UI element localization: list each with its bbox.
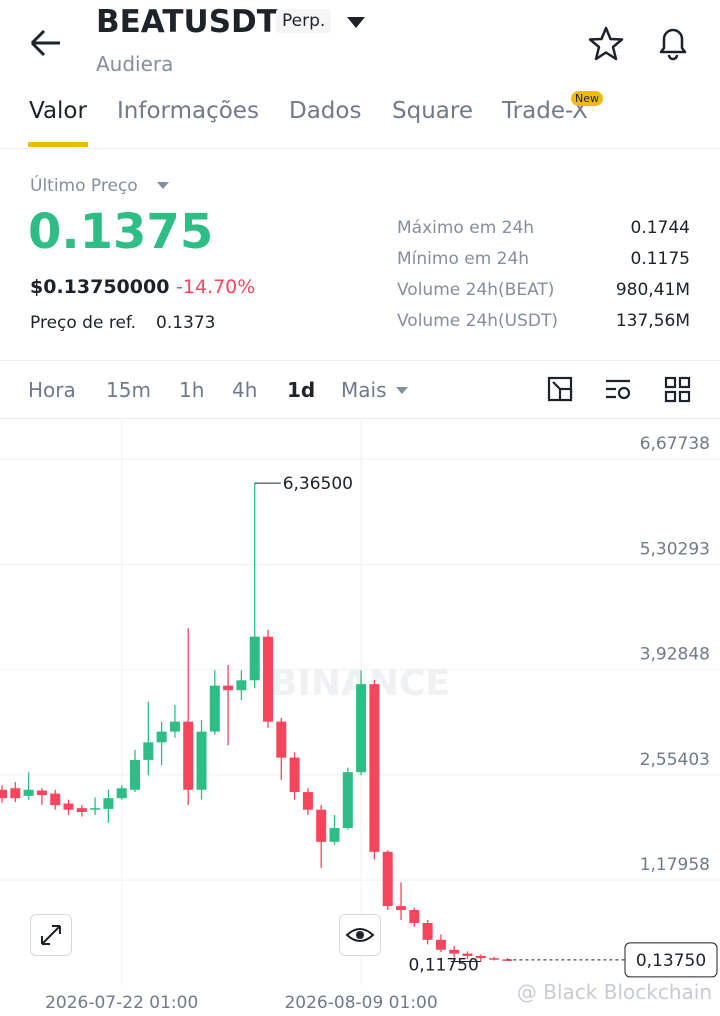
stat-value: 0.1175: [630, 249, 690, 269]
visibility-button[interactable]: [339, 914, 381, 956]
x-tick-label: 2026-08-09 01:00: [284, 993, 437, 1013]
candle-body: [0, 789, 7, 799]
candle-body: [356, 684, 367, 773]
stat-value: 0.1744: [630, 218, 690, 238]
ref-label: Preço de ref.: [30, 313, 137, 333]
stat-value: 137,56M: [615, 311, 690, 331]
candle-body: [302, 792, 313, 810]
x-tick-label: 2026-07-22 01:00: [45, 993, 198, 1013]
candle-body: [409, 909, 420, 923]
stat-label: Máximo em 24h: [397, 218, 535, 238]
candle-body: [169, 721, 180, 732]
candle-body: [475, 955, 486, 959]
ref-price: 0.1373: [156, 313, 216, 333]
tab-indicator: [28, 142, 88, 147]
tab[interactable]: Informações: [117, 98, 259, 124]
candle-body: [382, 851, 393, 907]
candle-body: [276, 721, 287, 758]
candle-body: [236, 680, 247, 691]
badge: Perp.: [276, 9, 332, 33]
stat-label: Mínimo em 24h: [397, 249, 530, 269]
timeframe[interactable]: 1h: [179, 378, 205, 402]
candle-body: [90, 808, 101, 810]
price-change: -14.70%: [176, 276, 256, 298]
tab[interactable]: Valor: [29, 98, 87, 124]
candle-body: [489, 958, 500, 960]
last-price-tag: [624, 942, 718, 978]
dropdown-icon[interactable]: [395, 386, 409, 396]
candle-body: [435, 939, 446, 950]
footer-watermark: @ Black Blockchain: [517, 980, 712, 1004]
back-button[interactable]: [28, 28, 64, 58]
last-price-label: 0,13750: [636, 951, 706, 971]
timeframe[interactable]: 1d: [287, 378, 316, 402]
candle-body: [183, 721, 194, 790]
favorite-icon[interactable]: [588, 26, 624, 62]
indicator-icon[interactable]: [604, 376, 634, 404]
candle-body: [249, 636, 260, 681]
candle-body: [329, 828, 340, 842]
candle-body: [342, 772, 353, 829]
high-label: 6,36500: [283, 474, 353, 494]
candle-body: [223, 685, 234, 691]
timeframe[interactable]: 15m: [106, 378, 151, 402]
chart-tool-icon[interactable]: [547, 376, 575, 404]
low-label: 0,11750: [408, 955, 478, 975]
candle-body: [196, 731, 207, 790]
stat-label: Volume 24h(BEAT): [397, 280, 555, 300]
symbol: BEATUSDT: [96, 4, 278, 40]
expand-button[interactable]: [30, 914, 72, 956]
candle-body: [316, 809, 327, 842]
candle-body: [130, 759, 140, 790]
candle-body: [369, 684, 380, 852]
divider: [0, 360, 720, 361]
candle-body: [263, 636, 273, 722]
y-tick-label: 6,67738: [640, 434, 710, 454]
timeframe[interactable]: 4h: [232, 378, 258, 402]
candle-body: [23, 789, 34, 796]
candle-body: [50, 793, 61, 806]
asset-name: Audiera: [96, 52, 174, 76]
last-price: 0.1375: [28, 204, 214, 260]
price-label: Último Preço: [30, 176, 138, 196]
candle-body: [10, 788, 21, 799]
candle-body: [156, 731, 167, 743]
layout-icon[interactable]: [664, 376, 692, 404]
divider: [0, 148, 720, 149]
candle-body: [396, 906, 406, 910]
y-tick-label: 1,17958: [640, 855, 710, 875]
candle-body: [449, 949, 460, 954]
candle-body: [422, 922, 433, 940]
tab[interactable]: Dados: [289, 98, 362, 124]
divider: [0, 418, 720, 419]
candle-body: [116, 788, 127, 799]
candle-body: [36, 790, 47, 796]
tab[interactable]: Square: [392, 98, 473, 124]
new-badge: New: [571, 91, 603, 106]
dropdown-icon[interactable]: [156, 181, 170, 191]
dropdown-icon[interactable]: [346, 16, 366, 30]
alert-icon[interactable]: [655, 24, 691, 62]
timeframe[interactable]: Mais: [341, 378, 387, 402]
candle-body: [103, 798, 114, 809]
y-tick-label: 2,55403: [640, 750, 710, 770]
candle-body: [76, 808, 87, 812]
y-tick-label: 3,92848: [640, 645, 710, 665]
usd-price: $0.13750000: [30, 276, 170, 298]
candle-body: [143, 742, 154, 760]
stat-value: 980,41M: [615, 280, 690, 300]
candle-body: [289, 757, 300, 793]
timeframe[interactable]: Hora: [28, 378, 76, 402]
candle-body: [209, 685, 220, 732]
candle-body: [63, 803, 74, 810]
candle-body: [462, 953, 473, 956]
y-tick-label: 5,30293: [640, 539, 710, 559]
stat-label: Volume 24h(USDT): [397, 311, 559, 331]
